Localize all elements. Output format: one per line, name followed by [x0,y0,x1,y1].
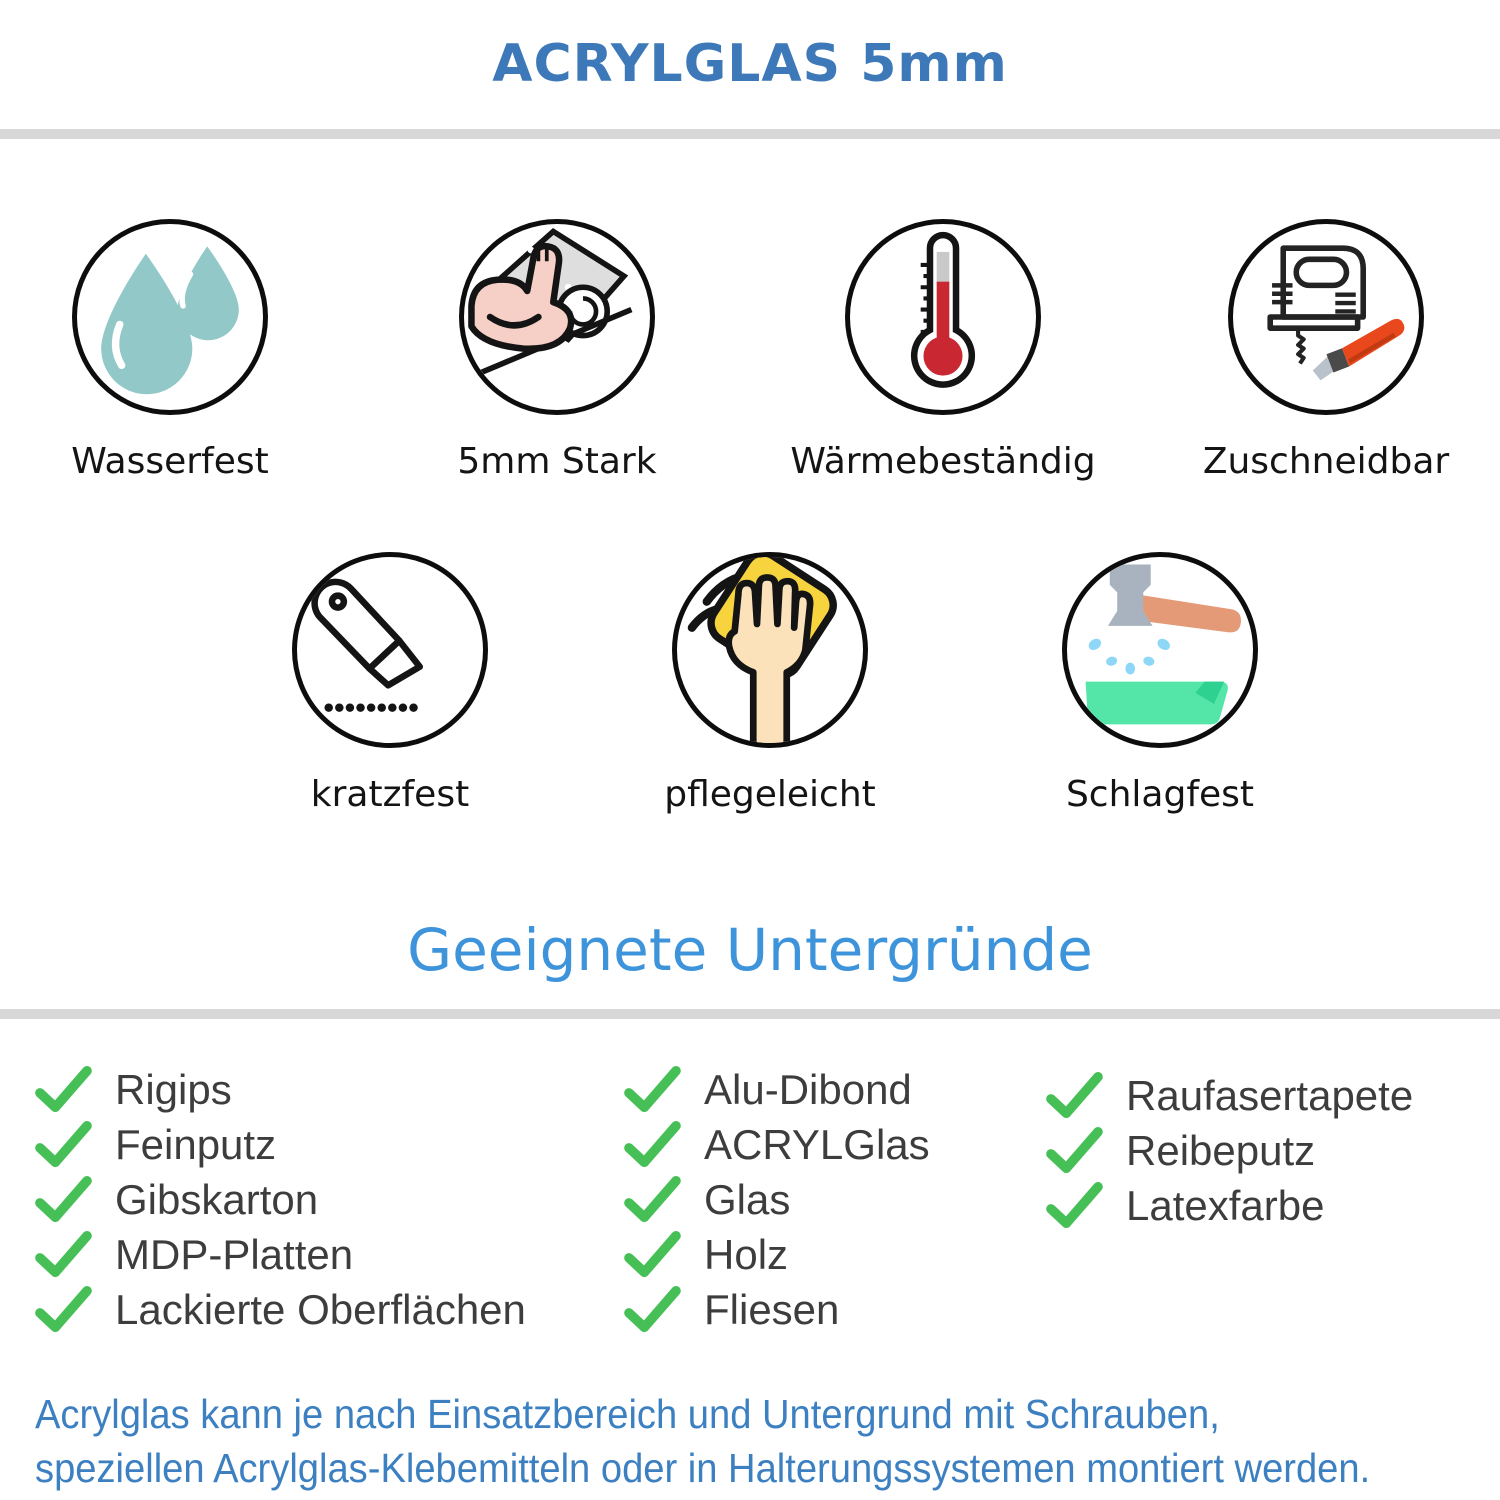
list-item: ACRYLGlas [622,1117,930,1172]
list-item-label: Holz [704,1230,789,1278]
cleaning-hand-icon [687,557,837,743]
feature-wasserfest: Wasserfest [50,219,290,482]
list-item: Fliesen [622,1282,930,1337]
list-item-label: Gibskarton [115,1175,319,1223]
water-drops-icon [101,246,239,395]
substrates-column-3: Raufasertapete Reibeputz Latexfarbe [1044,1068,1413,1233]
feature-circle [1228,219,1424,415]
feature-circle [845,219,1041,415]
list-item-label: Reibeputz [1126,1126,1316,1174]
list-item: Glas [622,1172,930,1227]
thermometer-icon [910,231,976,388]
feature-label: pflegeleicht [664,774,876,815]
hammer-impact-icon [1085,564,1241,725]
list-item: Latexfarbe [1044,1178,1413,1233]
list-item-label: MDP-Platten [115,1230,354,1278]
feature-schlagfest: Schlagfest [1040,552,1280,815]
section-title-untergruende: Geeignete Untergründe [407,916,1093,984]
list-item-label: Rigips [115,1065,232,1113]
list-item: Raufasertapete [1044,1068,1413,1123]
list-item: Holz [622,1227,930,1282]
list-item-label: Lackierte Oberflächen [115,1285,526,1333]
mounting-note-line-1: Acrylglas kann je nach Einsatzbereich un… [35,1391,1220,1437]
check-icon [33,1286,93,1334]
substrates-column-1: Rigips Feinputz Gibskarton MDP-Platten L… [33,1062,526,1337]
divider-bar-top [0,129,1500,139]
feature-kratzfest: kratzfest [270,552,510,815]
list-item: Feinputz [33,1117,526,1172]
check-icon [1044,1127,1104,1175]
check-icon [1044,1182,1104,1230]
mounting-note-line-2: speziellen Acrylglas-Klebemitteln oder i… [35,1445,1371,1491]
check-icon [33,1066,93,1114]
feature-zuschneidbar: Zuschneidbar [1202,219,1450,482]
feature-circle [72,219,268,415]
mounting-note: Acrylglas kann je nach Einsatzbereich un… [35,1387,1370,1495]
list-item-label: Alu-Dibond [704,1065,912,1113]
check-icon [33,1231,93,1279]
feature-5mm-stark: 5mm Stark [437,219,677,482]
check-icon [1044,1072,1104,1120]
feature-waermebestaendig: Wärmebeständig [790,219,1096,482]
list-item: Gibskarton [33,1172,526,1227]
feature-label: Wasserfest [71,441,269,482]
check-icon [33,1121,93,1169]
substrates-column-2: Alu-Dibond ACRYLGlas Glas Holz Fliesen [622,1062,930,1337]
list-item-label: Feinputz [115,1120,277,1168]
list-item: Lackierte Oberflächen [33,1282,526,1337]
check-icon [622,1176,682,1224]
feature-label: kratzfest [310,774,470,815]
feature-label: Schlagfest [1065,774,1255,815]
list-item-label: Fliesen [704,1285,840,1333]
list-item-label: ACRYLGlas [704,1120,930,1168]
list-item-label: Glas [704,1175,791,1223]
page-title: ACRYLGLAS 5mm [492,34,1008,94]
list-item: Rigips [33,1062,526,1117]
check-icon [33,1176,93,1224]
list-item-label: Raufasertapete [1126,1071,1414,1119]
list-item-label: Latexfarbe [1126,1181,1325,1229]
jigsaw-cutter-icon [1267,245,1405,381]
flexed-arm-icon [468,227,633,380]
divider-bar-section [0,1009,1500,1019]
feature-pflegeleicht: pflegeleicht [650,552,890,815]
feature-label: Zuschneidbar [1202,441,1450,482]
check-icon [622,1121,682,1169]
feature-label: Wärmebeständig [790,441,1096,482]
list-item: Reibeputz [1044,1123,1413,1178]
feature-circle [1062,552,1258,748]
check-icon [622,1286,682,1334]
feature-circle [672,552,868,748]
check-icon [622,1066,682,1114]
list-item: MDP-Platten [33,1227,526,1282]
feature-circle [459,219,655,415]
feature-label: 5mm Stark [457,441,657,482]
check-icon [622,1231,682,1279]
list-item: Alu-Dibond [622,1062,930,1117]
feature-circle [292,552,488,748]
utility-knife-icon [311,578,424,712]
